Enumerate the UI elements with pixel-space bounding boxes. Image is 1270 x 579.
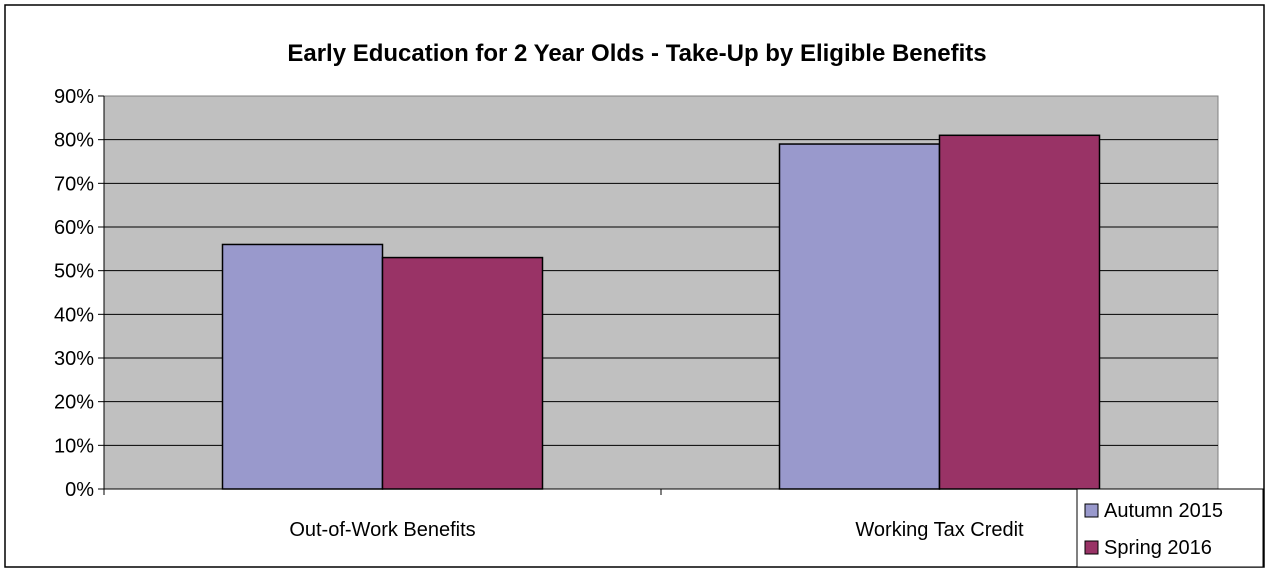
bar-spring-2016-0 (381, 256, 544, 490)
x-category-label: Working Tax Credit (855, 519, 1024, 541)
y-tick-label: 10% (54, 435, 94, 457)
y-tick-label: 20% (54, 392, 94, 414)
y-tick-label: 50% (54, 261, 94, 283)
y-tick-label: 90% (54, 86, 94, 108)
legend-swatch (1084, 503, 1099, 518)
bar-autumn-2015-1 (778, 143, 941, 490)
legend-box (1076, 488, 1264, 568)
x-category-label: Out-of-Work Benefits (289, 519, 475, 541)
legend-label: Autumn 2015 (1104, 500, 1223, 522)
legend-label: Spring 2016 (1104, 537, 1212, 559)
y-tick-label: 60% (54, 217, 94, 239)
chart-title: Early Education for 2 Year Olds - Take-U… (287, 40, 986, 67)
y-tick-label: 0% (65, 479, 94, 501)
bar-spring-2016-1 (938, 134, 1101, 490)
bar-autumn-2015-0 (221, 243, 384, 490)
y-tick-label: 30% (54, 348, 94, 370)
labels: 0% 10% 20% 30% 40% 50% 60% 70% 80% 90% Out-of-Work… (54, 86, 1024, 541)
y-tick-label: 80% (54, 130, 94, 152)
legend-swatch (1084, 540, 1099, 555)
y-tick-label: 40% (54, 304, 94, 326)
bars (221, 134, 1101, 490)
legend: Autumn 2015 Spring 2016 (1076, 488, 1264, 568)
y-tick-label: 70% (54, 173, 94, 195)
